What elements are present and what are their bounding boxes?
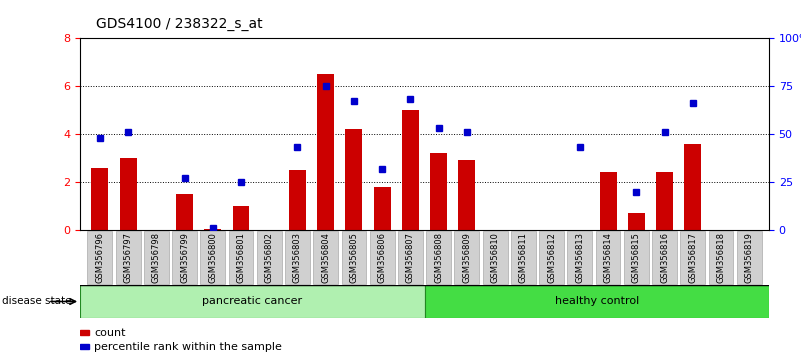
FancyBboxPatch shape [341,231,366,284]
Bar [80,344,89,349]
FancyBboxPatch shape [539,231,564,284]
Text: GSM356799: GSM356799 [180,232,189,282]
Bar [317,74,334,230]
Text: GSM356805: GSM356805 [349,232,359,282]
Text: GSM356803: GSM356803 [293,232,302,282]
Bar [176,194,193,230]
Text: GSM356813: GSM356813 [575,232,584,282]
Bar [684,144,701,230]
FancyBboxPatch shape [370,231,395,284]
Text: GSM356801: GSM356801 [236,232,246,282]
Bar [458,160,475,230]
Text: GSM356811: GSM356811 [519,232,528,282]
Text: GSM356809: GSM356809 [462,232,471,282]
Bar [430,153,447,230]
FancyBboxPatch shape [115,231,140,284]
Text: GSM356798: GSM356798 [152,232,161,282]
Bar [345,129,362,230]
FancyBboxPatch shape [567,231,592,284]
Text: GSM356806: GSM356806 [378,232,387,282]
Bar [374,187,391,230]
Text: GSM356797: GSM356797 [123,232,133,282]
Text: GSM356800: GSM356800 [208,232,217,282]
FancyBboxPatch shape [454,231,479,284]
Bar [80,331,89,335]
FancyBboxPatch shape [87,231,112,284]
Text: GSM356807: GSM356807 [406,232,415,282]
Text: GSM356810: GSM356810 [490,232,500,282]
Bar [289,170,306,230]
FancyBboxPatch shape [483,231,508,284]
FancyBboxPatch shape [313,231,338,284]
Bar [656,172,673,230]
Text: GSM356812: GSM356812 [547,232,556,282]
Text: GSM356817: GSM356817 [688,232,697,282]
Bar [628,213,645,230]
FancyBboxPatch shape [426,231,451,284]
FancyBboxPatch shape [652,231,677,284]
FancyBboxPatch shape [257,231,282,284]
Bar [91,167,108,230]
Bar [232,206,249,230]
Text: GSM356814: GSM356814 [603,232,613,282]
Text: GSM356796: GSM356796 [95,232,104,282]
Bar [204,229,221,230]
Text: GSM356802: GSM356802 [265,232,274,282]
Bar [119,158,136,230]
Text: pancreatic cancer: pancreatic cancer [202,297,303,307]
FancyBboxPatch shape [172,231,197,284]
Text: percentile rank within the sample: percentile rank within the sample [94,342,282,352]
Text: GSM356804: GSM356804 [321,232,330,282]
FancyBboxPatch shape [737,231,762,284]
Text: GSM356818: GSM356818 [716,232,726,282]
FancyBboxPatch shape [709,231,734,284]
FancyBboxPatch shape [596,231,621,284]
FancyBboxPatch shape [144,231,169,284]
FancyBboxPatch shape [624,231,649,284]
Text: GSM356816: GSM356816 [660,232,669,282]
FancyBboxPatch shape [228,231,253,284]
Text: GDS4100 / 238322_s_at: GDS4100 / 238322_s_at [96,17,263,31]
Text: count: count [94,328,126,338]
FancyBboxPatch shape [398,231,423,284]
Text: GSM356808: GSM356808 [434,232,443,282]
Text: GSM356819: GSM356819 [745,232,754,282]
Text: healthy control: healthy control [554,297,639,307]
FancyBboxPatch shape [200,231,225,284]
FancyBboxPatch shape [680,231,705,284]
Bar [402,110,419,230]
Text: GSM356815: GSM356815 [632,232,641,282]
Bar [425,285,769,318]
Bar [600,172,617,230]
FancyBboxPatch shape [285,231,310,284]
FancyBboxPatch shape [511,231,536,284]
Text: disease state: disease state [2,297,74,307]
Bar [80,285,425,318]
